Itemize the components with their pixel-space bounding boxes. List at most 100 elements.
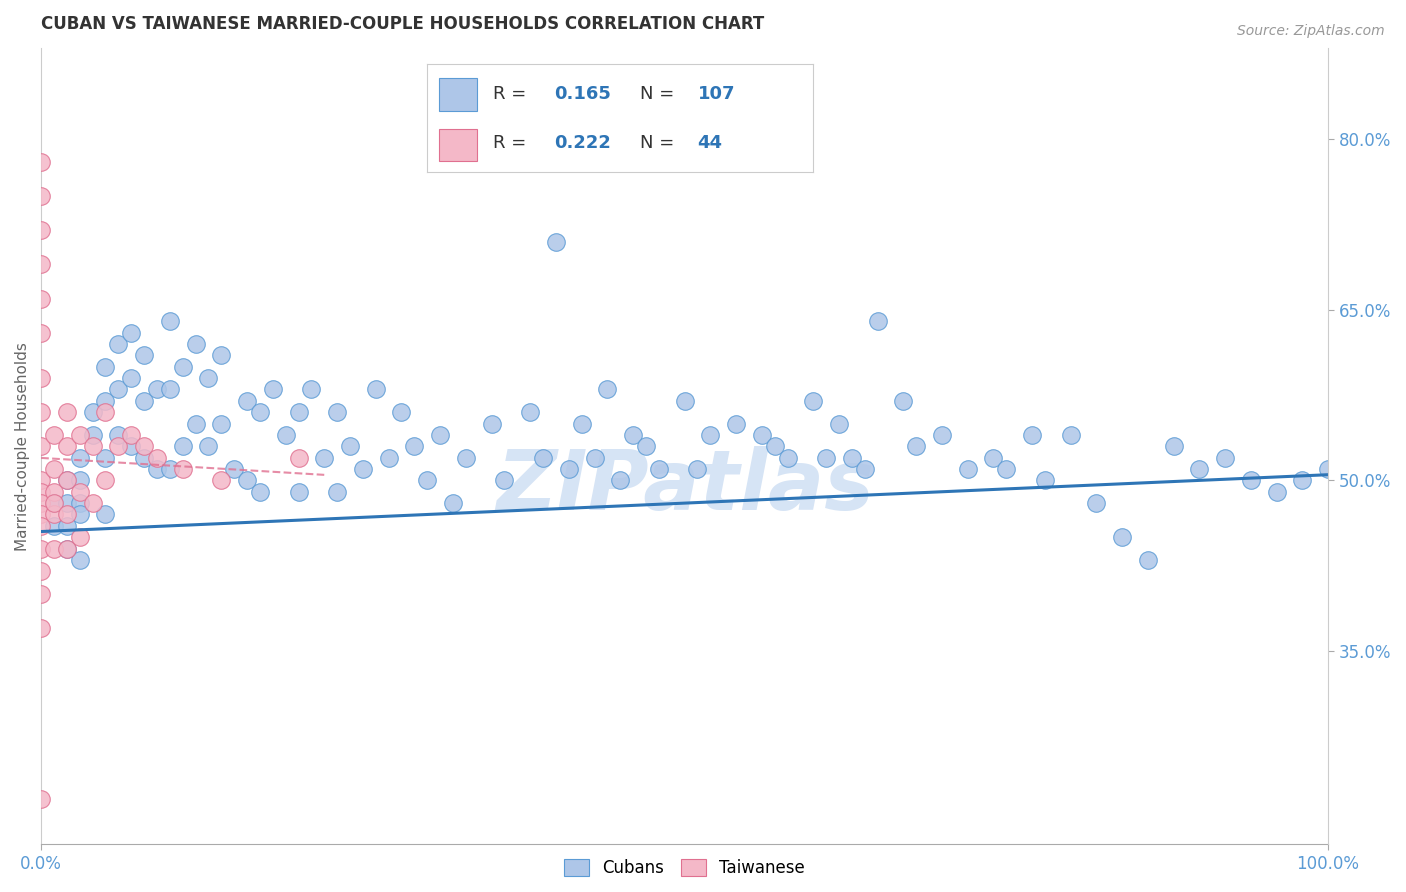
Point bbox=[287, 450, 309, 465]
Point bbox=[30, 223, 52, 237]
Point bbox=[107, 439, 129, 453]
Point bbox=[725, 417, 748, 431]
Point bbox=[853, 462, 876, 476]
Point bbox=[172, 439, 194, 453]
Point bbox=[326, 405, 349, 419]
Point bbox=[841, 450, 863, 465]
Point bbox=[30, 474, 52, 488]
Point bbox=[983, 450, 1005, 465]
Point bbox=[42, 428, 65, 442]
Point bbox=[30, 326, 52, 340]
Point bbox=[648, 462, 671, 476]
Legend: Cubans, Taiwanese: Cubans, Taiwanese bbox=[557, 852, 811, 884]
Point bbox=[30, 519, 52, 533]
Point bbox=[56, 541, 79, 556]
Point bbox=[197, 371, 219, 385]
Point bbox=[377, 450, 399, 465]
Point bbox=[197, 439, 219, 453]
Point bbox=[249, 405, 271, 419]
Point bbox=[82, 496, 104, 510]
Point bbox=[30, 541, 52, 556]
Point bbox=[56, 439, 79, 453]
Point bbox=[94, 508, 117, 522]
Point bbox=[132, 450, 155, 465]
Point bbox=[94, 359, 117, 374]
Point bbox=[441, 496, 464, 510]
Point bbox=[94, 474, 117, 488]
Point bbox=[249, 484, 271, 499]
Point bbox=[454, 450, 477, 465]
Point bbox=[558, 462, 581, 476]
Point bbox=[107, 428, 129, 442]
Point bbox=[995, 462, 1018, 476]
Point bbox=[30, 257, 52, 271]
Point bbox=[209, 417, 232, 431]
Point bbox=[866, 314, 889, 328]
Point bbox=[416, 474, 439, 488]
Point bbox=[56, 474, 79, 488]
Point bbox=[287, 484, 309, 499]
Point bbox=[531, 450, 554, 465]
Point bbox=[30, 621, 52, 635]
Point bbox=[481, 417, 503, 431]
Point bbox=[1136, 553, 1159, 567]
Point bbox=[1291, 474, 1313, 488]
Point bbox=[159, 462, 181, 476]
Point bbox=[172, 359, 194, 374]
Point bbox=[621, 428, 644, 442]
Point bbox=[763, 439, 786, 453]
Point bbox=[686, 462, 709, 476]
Point bbox=[364, 383, 387, 397]
Point bbox=[146, 462, 169, 476]
Text: Source: ZipAtlas.com: Source: ZipAtlas.com bbox=[1237, 24, 1385, 38]
Point bbox=[314, 450, 336, 465]
Point bbox=[42, 484, 65, 499]
Point bbox=[132, 348, 155, 362]
Point bbox=[56, 405, 79, 419]
Point bbox=[30, 371, 52, 385]
Point bbox=[30, 496, 52, 510]
Point bbox=[107, 383, 129, 397]
Point bbox=[120, 428, 142, 442]
Text: ZIPatlas: ZIPatlas bbox=[496, 446, 873, 526]
Point bbox=[30, 405, 52, 419]
Point bbox=[596, 383, 619, 397]
Point bbox=[1021, 428, 1043, 442]
Text: CUBAN VS TAIWANESE MARRIED-COUPLE HOUSEHOLDS CORRELATION CHART: CUBAN VS TAIWANESE MARRIED-COUPLE HOUSEH… bbox=[41, 15, 765, 33]
Point bbox=[42, 508, 65, 522]
Point bbox=[82, 439, 104, 453]
Point bbox=[519, 405, 541, 419]
Point bbox=[94, 450, 117, 465]
Point bbox=[82, 405, 104, 419]
Point bbox=[494, 474, 516, 488]
Point bbox=[120, 371, 142, 385]
Point bbox=[1240, 474, 1263, 488]
Point bbox=[751, 428, 773, 442]
Point bbox=[56, 474, 79, 488]
Point bbox=[544, 235, 567, 249]
Point bbox=[42, 519, 65, 533]
Point bbox=[236, 393, 259, 408]
Point bbox=[905, 439, 928, 453]
Y-axis label: Married-couple Households: Married-couple Households bbox=[15, 342, 30, 550]
Point bbox=[1111, 530, 1133, 544]
Point bbox=[69, 496, 91, 510]
Point bbox=[146, 450, 169, 465]
Point bbox=[82, 428, 104, 442]
Point bbox=[30, 508, 52, 522]
Point bbox=[209, 474, 232, 488]
Point bbox=[42, 462, 65, 476]
Point bbox=[30, 155, 52, 169]
Point bbox=[56, 496, 79, 510]
Point bbox=[30, 484, 52, 499]
Point bbox=[30, 292, 52, 306]
Point bbox=[56, 508, 79, 522]
Point bbox=[1085, 496, 1108, 510]
Point bbox=[299, 383, 322, 397]
Point bbox=[184, 337, 207, 351]
Point bbox=[583, 450, 606, 465]
Point bbox=[209, 348, 232, 362]
Point bbox=[1188, 462, 1211, 476]
Point bbox=[69, 484, 91, 499]
Point bbox=[1033, 474, 1056, 488]
